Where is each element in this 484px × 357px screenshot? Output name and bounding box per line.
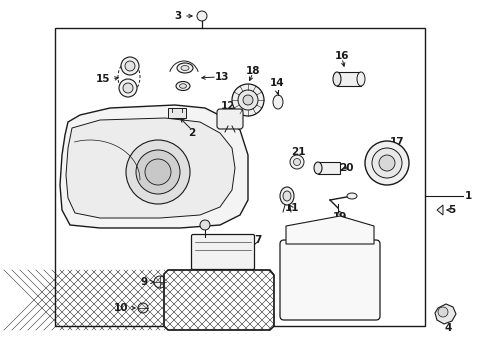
Circle shape bbox=[293, 159, 300, 166]
Circle shape bbox=[136, 150, 180, 194]
Polygon shape bbox=[60, 105, 247, 228]
Text: 1: 1 bbox=[464, 191, 471, 201]
Text: 16: 16 bbox=[334, 51, 348, 61]
Ellipse shape bbox=[333, 72, 340, 86]
Circle shape bbox=[238, 90, 257, 110]
Text: 10: 10 bbox=[113, 303, 128, 313]
Ellipse shape bbox=[346, 193, 356, 199]
Text: 21: 21 bbox=[290, 147, 304, 157]
Polygon shape bbox=[286, 216, 373, 244]
Ellipse shape bbox=[279, 187, 293, 205]
Ellipse shape bbox=[177, 63, 193, 73]
Circle shape bbox=[378, 155, 394, 171]
Circle shape bbox=[199, 220, 210, 230]
Circle shape bbox=[121, 57, 139, 75]
Circle shape bbox=[145, 159, 171, 185]
FancyBboxPatch shape bbox=[191, 235, 254, 270]
Text: 9: 9 bbox=[140, 277, 148, 287]
Polygon shape bbox=[164, 270, 273, 330]
Text: 20: 20 bbox=[338, 163, 352, 173]
Ellipse shape bbox=[272, 95, 283, 109]
Ellipse shape bbox=[313, 162, 321, 174]
Text: 7: 7 bbox=[254, 235, 261, 245]
Ellipse shape bbox=[356, 72, 364, 86]
Ellipse shape bbox=[179, 84, 186, 88]
Text: 13: 13 bbox=[214, 72, 229, 82]
Text: 17: 17 bbox=[389, 137, 404, 147]
Circle shape bbox=[126, 140, 190, 204]
Bar bbox=[336, 72, 360, 86]
Polygon shape bbox=[66, 118, 235, 218]
FancyBboxPatch shape bbox=[279, 240, 379, 320]
Text: 19: 19 bbox=[332, 212, 347, 222]
Ellipse shape bbox=[176, 81, 190, 91]
Ellipse shape bbox=[283, 191, 290, 201]
Circle shape bbox=[289, 155, 303, 169]
Text: 2: 2 bbox=[188, 128, 195, 138]
Text: 15: 15 bbox=[95, 74, 110, 84]
Circle shape bbox=[371, 148, 401, 178]
Text: 8: 8 bbox=[244, 257, 251, 267]
Polygon shape bbox=[434, 304, 455, 324]
Text: 14: 14 bbox=[269, 78, 284, 88]
Bar bbox=[167, 108, 186, 118]
Text: 11: 11 bbox=[284, 203, 299, 213]
FancyBboxPatch shape bbox=[216, 109, 242, 129]
Polygon shape bbox=[436, 205, 442, 215]
Text: 4: 4 bbox=[443, 323, 451, 333]
Circle shape bbox=[119, 79, 136, 97]
Circle shape bbox=[138, 303, 148, 313]
Text: 5: 5 bbox=[447, 205, 454, 215]
Text: 18: 18 bbox=[245, 66, 260, 76]
Text: 12: 12 bbox=[220, 101, 235, 111]
Circle shape bbox=[154, 276, 166, 288]
Text: 3: 3 bbox=[174, 11, 182, 21]
Circle shape bbox=[437, 307, 447, 317]
Ellipse shape bbox=[181, 65, 189, 70]
Circle shape bbox=[231, 84, 263, 116]
Bar bbox=[55, 28, 424, 326]
Circle shape bbox=[242, 95, 253, 105]
Circle shape bbox=[125, 61, 135, 71]
Bar bbox=[318, 162, 339, 174]
Circle shape bbox=[123, 83, 133, 93]
Circle shape bbox=[364, 141, 408, 185]
Circle shape bbox=[197, 11, 207, 21]
Text: 6: 6 bbox=[314, 233, 321, 243]
